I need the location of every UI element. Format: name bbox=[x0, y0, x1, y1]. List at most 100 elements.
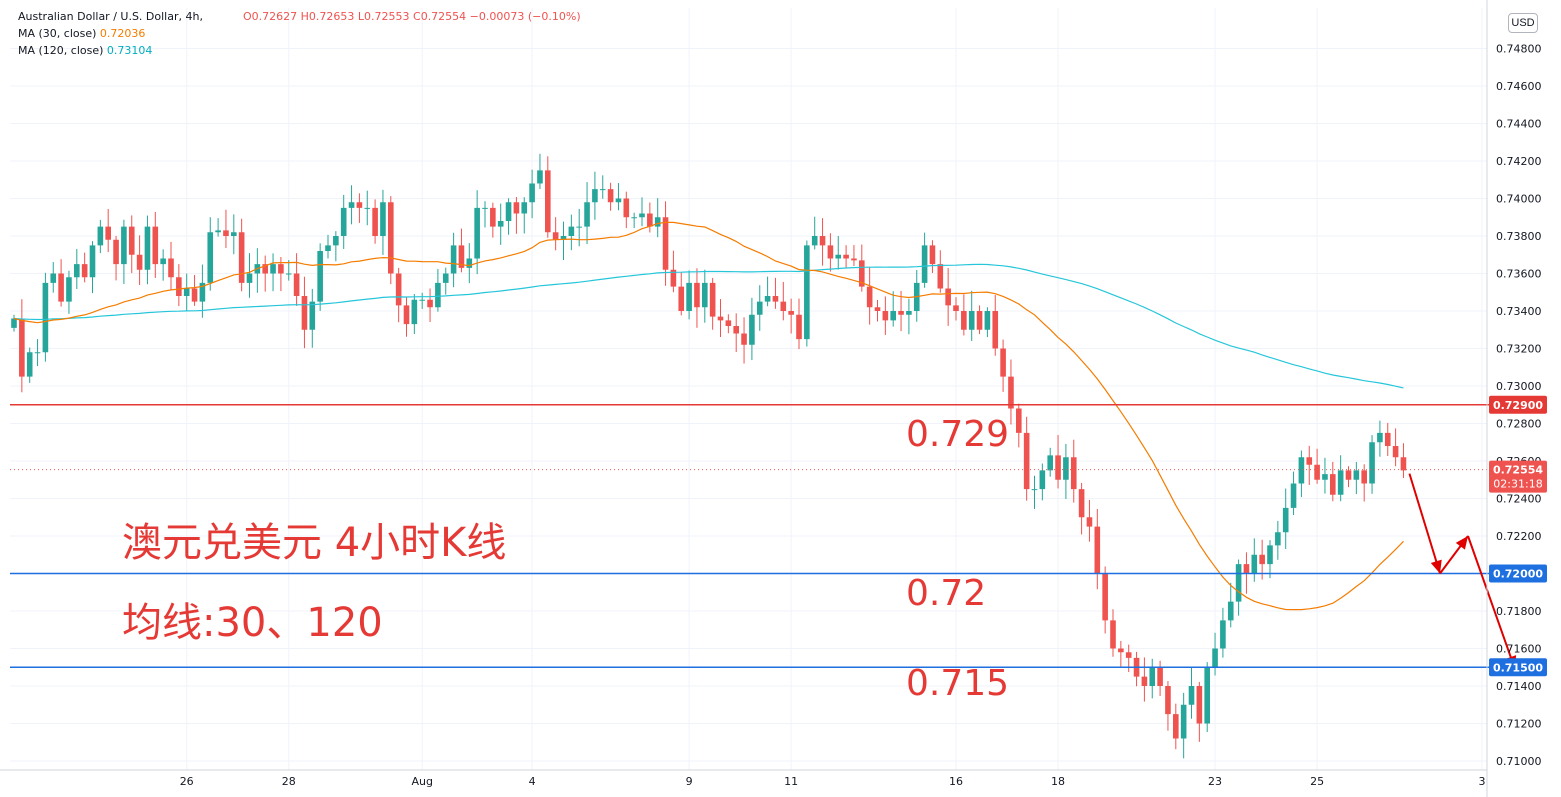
candle-up[interactable] bbox=[1149, 667, 1156, 686]
candle-up[interactable] bbox=[639, 213, 645, 218]
candle-down[interactable] bbox=[780, 301, 787, 311]
candle-up[interactable] bbox=[482, 207, 488, 209]
candle-up[interactable] bbox=[442, 273, 449, 283]
candle-down[interactable] bbox=[929, 245, 936, 265]
candle-up[interactable] bbox=[1282, 507, 1289, 533]
candle-up[interactable] bbox=[537, 170, 543, 184]
candle-down[interactable] bbox=[223, 230, 229, 236]
candle-down[interactable] bbox=[1314, 464, 1320, 480]
candle-up[interactable] bbox=[183, 288, 190, 297]
candle-down[interactable] bbox=[1157, 667, 1163, 686]
currency-button[interactable]: USD bbox=[1508, 13, 1538, 33]
candle-up[interactable] bbox=[199, 282, 206, 302]
candle-down[interactable] bbox=[58, 273, 64, 302]
candle-down[interactable] bbox=[843, 254, 849, 259]
candle-up[interactable] bbox=[1275, 532, 1281, 546]
candle-down[interactable] bbox=[403, 305, 410, 325]
candle-down[interactable] bbox=[136, 254, 143, 270]
candle-down[interactable] bbox=[1118, 648, 1124, 653]
candle-down[interactable] bbox=[961, 311, 967, 330]
candle-up[interactable] bbox=[1212, 648, 1218, 668]
candle-up[interactable] bbox=[364, 207, 371, 209]
candle-down[interactable] bbox=[1243, 564, 1250, 574]
candle-down[interactable] bbox=[717, 316, 724, 321]
candle-up[interactable] bbox=[348, 202, 355, 208]
candle-down[interactable] bbox=[898, 311, 904, 315]
candle-down[interactable] bbox=[1000, 348, 1006, 377]
candle-down[interactable] bbox=[1345, 470, 1352, 480]
candle-down[interactable] bbox=[694, 282, 700, 308]
candle-down[interactable] bbox=[859, 260, 865, 287]
candle-down[interactable] bbox=[819, 236, 826, 246]
candle-down[interactable] bbox=[1008, 376, 1014, 409]
candle-up[interactable] bbox=[160, 258, 166, 265]
candle-down[interactable] bbox=[623, 198, 630, 218]
candle-up[interactable] bbox=[42, 282, 49, 353]
candle-up[interactable] bbox=[246, 273, 253, 283]
candle-down[interactable] bbox=[113, 239, 119, 265]
candle-up[interactable] bbox=[1047, 455, 1053, 471]
candle-down[interactable] bbox=[1361, 470, 1367, 484]
candle-up[interactable] bbox=[1369, 442, 1375, 484]
candle-up[interactable] bbox=[749, 314, 755, 345]
candle-up[interactable] bbox=[1251, 554, 1258, 574]
candle-up[interactable] bbox=[34, 352, 41, 354]
candle-down[interactable] bbox=[1259, 554, 1265, 565]
candle-up[interactable] bbox=[317, 251, 323, 302]
candle-down[interactable] bbox=[1110, 620, 1116, 649]
candle-up[interactable] bbox=[1267, 545, 1273, 565]
candle-down[interactable] bbox=[953, 305, 959, 311]
candle-down[interactable] bbox=[796, 314, 802, 340]
candle-down[interactable] bbox=[1016, 408, 1022, 433]
candle-up[interactable] bbox=[568, 226, 575, 236]
candle-down[interactable] bbox=[262, 264, 268, 274]
candle-down[interactable] bbox=[1165, 686, 1171, 715]
candle-up[interactable] bbox=[97, 226, 104, 246]
candle-down[interactable] bbox=[1196, 686, 1203, 724]
candle-up[interactable] bbox=[144, 226, 151, 270]
candle-down[interactable] bbox=[788, 311, 794, 315]
candle-down[interactable] bbox=[1094, 526, 1101, 574]
candle-up[interactable] bbox=[1235, 564, 1242, 602]
candle-down[interactable] bbox=[1384, 432, 1391, 446]
candle-down[interactable] bbox=[191, 288, 198, 302]
candle-up[interactable] bbox=[521, 202, 528, 214]
candle-down[interactable] bbox=[513, 202, 520, 214]
candle-up[interactable] bbox=[419, 299, 425, 301]
candle-down[interactable] bbox=[937, 264, 944, 289]
candle-down[interactable] bbox=[1400, 457, 1407, 471]
candle-down[interactable] bbox=[1078, 489, 1085, 518]
candle-up[interactable] bbox=[474, 207, 480, 259]
candle-up[interactable] bbox=[599, 189, 606, 191]
candle-up[interactable] bbox=[270, 264, 276, 274]
candle-up[interactable] bbox=[26, 352, 33, 377]
candle-up[interactable] bbox=[325, 245, 331, 251]
candle-up[interactable] bbox=[1031, 489, 1038, 491]
candle-up[interactable] bbox=[686, 282, 692, 311]
candle-up[interactable] bbox=[50, 273, 57, 283]
candle-down[interactable] bbox=[19, 318, 25, 377]
candle-up[interactable] bbox=[529, 183, 535, 203]
candle-down[interactable] bbox=[882, 311, 889, 321]
candle-down[interactable] bbox=[1086, 517, 1093, 527]
candle-down[interactable] bbox=[607, 189, 614, 203]
candle-down[interactable] bbox=[1392, 446, 1399, 458]
candle-up[interactable] bbox=[435, 282, 441, 308]
candle-up[interactable] bbox=[702, 282, 708, 308]
candle-up[interactable] bbox=[615, 198, 622, 203]
candle-up[interactable] bbox=[497, 221, 504, 227]
candle-up[interactable] bbox=[1188, 686, 1195, 705]
candle-down[interactable] bbox=[1125, 652, 1132, 658]
candle-up[interactable] bbox=[1322, 474, 1328, 480]
candle-down[interactable] bbox=[772, 296, 779, 302]
candle-up[interactable] bbox=[576, 226, 582, 228]
candle-up[interactable] bbox=[906, 311, 912, 315]
candle-up[interactable] bbox=[505, 202, 512, 221]
candle-up[interactable] bbox=[207, 232, 214, 283]
candle-down[interactable] bbox=[851, 258, 857, 261]
candle-up[interactable] bbox=[756, 301, 763, 315]
candle-up[interactable] bbox=[450, 245, 457, 274]
candle-up[interactable] bbox=[968, 311, 975, 330]
candle-up[interactable] bbox=[1337, 470, 1344, 495]
candle-down[interactable] bbox=[427, 299, 433, 308]
